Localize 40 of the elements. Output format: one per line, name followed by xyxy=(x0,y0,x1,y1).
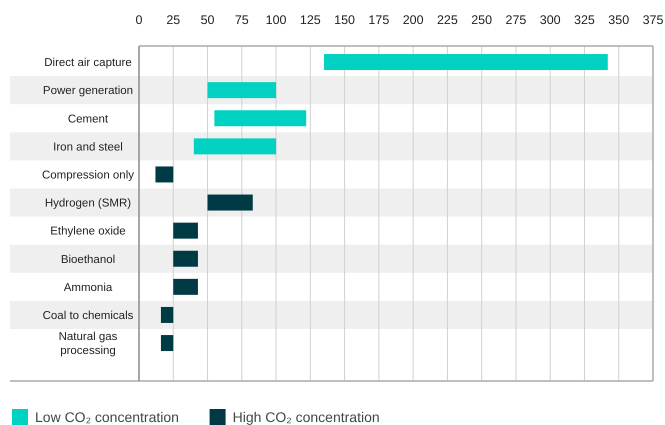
bar xyxy=(160,335,174,352)
y-tick-label: Iron and steel xyxy=(53,141,123,154)
bar xyxy=(173,222,198,239)
y-tick-label: Compression only xyxy=(42,169,134,182)
bar xyxy=(155,166,174,182)
x-tick-label: 225 xyxy=(436,13,458,27)
y-tick-label: Ethylene oxide xyxy=(50,226,126,238)
bar xyxy=(324,54,608,70)
x-tick-label: 50 xyxy=(200,13,215,27)
bar xyxy=(173,250,198,267)
y-tick-label: Cement xyxy=(68,113,109,126)
bar xyxy=(194,138,276,154)
bar xyxy=(208,194,253,211)
bar xyxy=(173,278,198,295)
x-tick-label: 0 xyxy=(136,13,143,27)
x-tick-label: 125 xyxy=(300,13,321,27)
x-tick-label: 350 xyxy=(608,13,630,27)
x-tick-label: 25 xyxy=(166,13,180,27)
x-tick-label: 100 xyxy=(266,13,287,27)
y-tick-label: Direct air capture xyxy=(44,57,132,70)
y-tick-label: Bioethanol xyxy=(60,254,116,266)
x-tick-label: 175 xyxy=(368,13,390,27)
x-tick-label: 150 xyxy=(334,13,356,27)
y-tick-label: Power generation xyxy=(42,85,134,98)
y-tick-label: Natural gas processing xyxy=(58,331,118,358)
y-tick-label: Coal to chemicals xyxy=(42,310,134,322)
bar xyxy=(160,306,174,323)
y-tick-label: Hydrogen (SMR) xyxy=(44,198,132,210)
legend-label: Low CO₂ concentration xyxy=(35,409,179,425)
x-tick-label: 325 xyxy=(574,13,595,27)
x-tick-label: 300 xyxy=(540,13,561,27)
x-tick-label: 375 xyxy=(642,13,664,27)
x-tick-label: 250 xyxy=(471,13,492,27)
bar xyxy=(214,110,306,126)
legend-label: High CO₂ concentration xyxy=(232,409,380,425)
x-tick-label: 200 xyxy=(402,13,424,27)
y-tick-label: Ammonia xyxy=(64,282,113,294)
bar xyxy=(208,82,276,98)
x-tick-label: 75 xyxy=(234,13,249,27)
x-tick-label: 275 xyxy=(506,13,526,27)
